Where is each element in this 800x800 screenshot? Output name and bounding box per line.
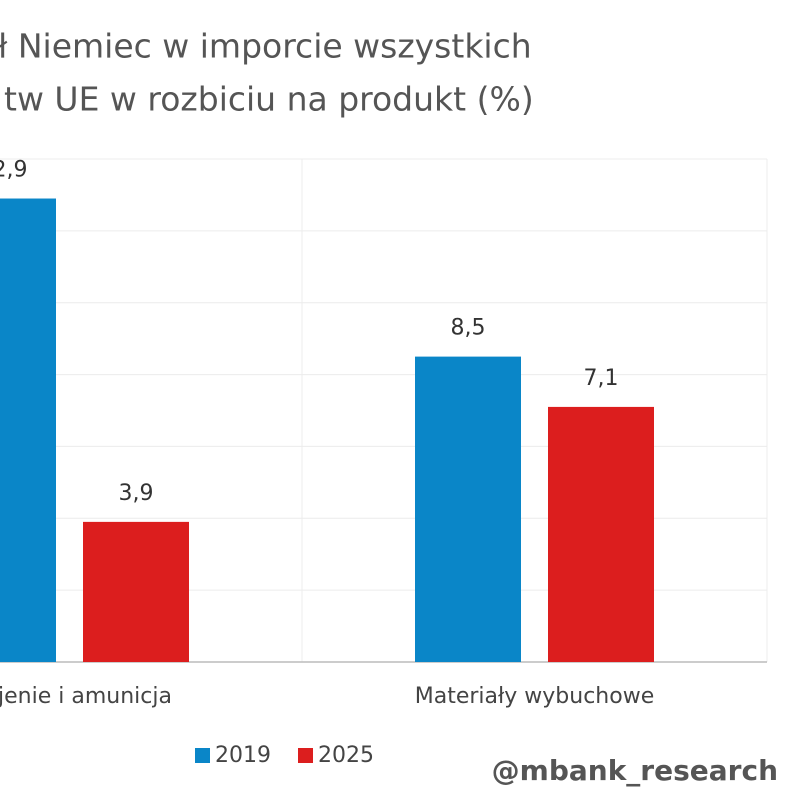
value-label: 3,9: [119, 481, 154, 506]
bar: [548, 406, 654, 662]
legend-label: 2019: [215, 743, 271, 768]
watermark: @mbank_research: [492, 754, 778, 787]
x-tick-label: Materiały wybuchowe: [415, 684, 654, 709]
chart-title: ł Niemiec w imporcie wszystkich: [0, 27, 532, 66]
bar: [415, 356, 521, 662]
bar: [83, 521, 189, 662]
legend-label: 2025: [318, 743, 374, 768]
value-label: 12,9: [0, 158, 27, 183]
chart-title: tw UE w rozbiciu na produkt (%): [4, 80, 534, 119]
x-tick-label: jenie i amunicja: [0, 684, 172, 709]
legend-swatch: [195, 748, 210, 763]
value-label: 7,1: [584, 366, 619, 391]
value-label: 8,5: [451, 316, 486, 341]
legend-swatch: [298, 748, 313, 763]
bar: [0, 198, 56, 662]
